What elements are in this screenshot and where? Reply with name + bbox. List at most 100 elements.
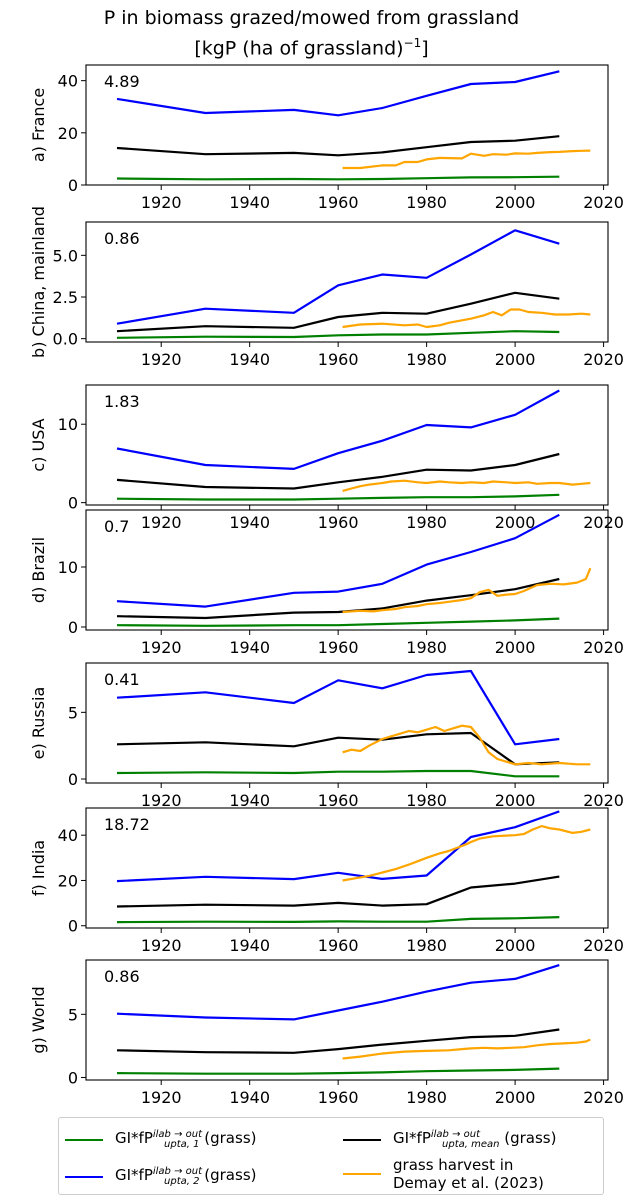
panel-2-xtick-label-2: 1960 <box>318 350 359 369</box>
panel-3-xtick-label-4: 2000 <box>495 513 536 532</box>
panel-3-xtick-label-1: 1940 <box>229 513 270 532</box>
legend: GI*fPilab → outupta, 1 (grass) GI*fPilab… <box>58 1117 604 1195</box>
panel-7-xtick-label-4: 2000 <box>495 1088 536 1107</box>
legend-swatch-s1 <box>65 1139 103 1141</box>
legend-item-s2: GI*fPilab → outupta, 2 (grass) <box>65 1163 256 1191</box>
legend-smean-prefix: GI*fP <box>393 1129 431 1147</box>
panel-6-xtick-label-4: 2000 <box>495 936 536 955</box>
panel-6-ytick-label-1: 20 <box>58 871 78 890</box>
panel-3-series-s2 <box>116 389 560 470</box>
panel-6-series-smean <box>116 875 560 908</box>
panel-4-xtick-label-0: 1920 <box>141 638 182 657</box>
panel-1-xtick-label-1: 1940 <box>229 193 270 212</box>
panel-5-xtick-label-1: 1940 <box>229 791 270 810</box>
legend-label-s2: GI*fPilab → outupta, 2 (grass) <box>115 1163 256 1191</box>
panel-3-ytick-label-0: 0 <box>68 494 78 513</box>
panel-6-xtick-label-1: 1940 <box>229 936 270 955</box>
panel-1-xtick-label-2: 1960 <box>318 193 359 212</box>
panel-5-xtick-label-5: 2020 <box>583 791 623 810</box>
legend-swatch-s2 <box>65 1176 103 1178</box>
panel-5-series-s1 <box>116 769 560 778</box>
panel-3-ytick-label-1: 10 <box>58 415 78 434</box>
panel-7-series-s2 <box>116 964 560 1021</box>
panel-2-annotation: 0.86 <box>104 229 140 248</box>
panel-7-ylabel: g) World <box>29 986 48 1053</box>
panel-6-xtick-label-2: 1960 <box>318 936 359 955</box>
title-unit-prefix: [kgP (ha of grassland) <box>194 37 404 60</box>
panel-4-frame <box>85 509 609 631</box>
title-line-2: [kgP (ha of grassland)−1] <box>0 31 623 61</box>
legend-item-demay: grass harvest in Demay et al. (2023) <box>343 1156 544 1192</box>
panel-7-ytick-label-0: 0 <box>68 1068 78 1087</box>
legend-label-smean: GI*fPilab → outupta, mean (grass) <box>393 1126 556 1154</box>
legend-s1-prefix: GI*fP <box>115 1129 153 1147</box>
panel-2-xtick-label-0: 1920 <box>141 350 182 369</box>
panel-2-ytick-label-0: 0.0 <box>53 330 78 349</box>
panel-7-xtick-label-0: 1920 <box>141 1088 182 1107</box>
panel-3-series-smean <box>116 452 560 490</box>
panel-4-xtick-label-1: 1940 <box>229 638 270 657</box>
panel-1-xtick-label-3: 1980 <box>406 193 447 212</box>
panel-5-annotation: 0.41 <box>104 670 140 689</box>
title-unit-exponent: −1 <box>403 36 422 50</box>
panel-5-xtick-label-4: 2000 <box>495 791 536 810</box>
panel-2-xtick-label-4: 2000 <box>495 350 536 369</box>
legend-smean-sub: upta, mean <box>442 1139 500 1150</box>
panel-2-series-smean <box>116 291 560 333</box>
panel-6-ytick-label-2: 40 <box>58 826 78 845</box>
panel-1-series-s2 <box>116 70 560 117</box>
panel-6-frame <box>85 807 609 929</box>
panel-7-xtick-label-3: 1980 <box>406 1088 447 1107</box>
panel-2-xtick-label-5: 2020 <box>583 350 623 369</box>
title-line-1: P in biomass grazed/mowed from grassland <box>103 7 520 29</box>
panel-4-series-s2 <box>116 513 560 608</box>
legend-s2-suffix: (grass) <box>199 1166 257 1184</box>
title-unit-suffix: ] <box>421 37 429 60</box>
panel-6-xtick-label-5: 2020 <box>583 936 623 955</box>
panel-2-ytick-label-2: 5.0 <box>53 246 78 265</box>
legend-s1-suffix: (grass) <box>199 1129 257 1147</box>
legend-item-s1: GI*fPilab → outupta, 1 (grass) <box>65 1126 256 1154</box>
panel-4-xtick-label-4: 2000 <box>495 638 536 657</box>
legend-smean-sup: ilab → out <box>430 1129 481 1140</box>
panel-6-series-s2 <box>116 810 560 883</box>
panel-1-ylabel: a) France <box>29 88 48 162</box>
panel-6-ylabel: f) India <box>29 840 48 896</box>
panel-4-series-smean <box>116 577 560 620</box>
panel-5-frame <box>85 662 609 784</box>
panel-3-annotation: 1.83 <box>104 392 140 411</box>
panel-3-xtick-label-0: 1920 <box>141 513 182 532</box>
panel-1-series-smean <box>116 135 560 157</box>
panel-1-annotation: 4.89 <box>104 72 140 91</box>
panel-2-series-s1 <box>116 330 560 339</box>
panel-2-series-demay <box>342 308 591 329</box>
panel-5-series-s2 <box>116 669 560 746</box>
panel-6-series-demay <box>342 824 591 882</box>
panel-4-series-s1 <box>116 617 560 627</box>
panel-6-ytick-label-0: 0 <box>68 917 78 936</box>
legend-s2-sub: upta, 2 <box>164 1176 200 1187</box>
panel-4-xtick-label-5: 2020 <box>583 638 623 657</box>
legend-s2-prefix: GI*fP <box>115 1166 153 1184</box>
panel-3-xtick-label-2: 1960 <box>318 513 359 532</box>
panel-1-xtick-label-5: 2020 <box>583 193 623 212</box>
panel-5-ylabel: e) Russia <box>29 687 48 760</box>
panel-1-series-demay <box>342 149 591 170</box>
panel-4-xtick-label-3: 1980 <box>406 638 447 657</box>
panel-7-xtick-label-5: 2020 <box>583 1088 623 1107</box>
panel-4-annotation: 0.7 <box>104 517 129 536</box>
panel-7-ytick-label-1: 5 <box>68 1005 78 1024</box>
panel-2-frame <box>85 221 609 343</box>
legend-label-s1: GI*fPilab → outupta, 1 (grass) <box>115 1126 256 1154</box>
panel-3-frame <box>85 384 609 506</box>
panel-5-ytick-label-0: 0 <box>68 770 78 789</box>
panel-6-xtick-label-0: 1920 <box>141 936 182 955</box>
panel-1-xtick-label-0: 1920 <box>141 193 182 212</box>
panel-6-annotation: 18.72 <box>104 815 150 834</box>
panel-1-ytick-label-1: 20 <box>58 124 78 143</box>
panel-7-annotation: 0.86 <box>104 967 140 986</box>
panel-7-frame <box>85 959 609 1081</box>
panel-4-ylabel: d) Brazil <box>29 537 48 603</box>
panel-5-xtick-label-3: 1980 <box>406 791 447 810</box>
panel-2-xtick-label-3: 1980 <box>406 350 447 369</box>
